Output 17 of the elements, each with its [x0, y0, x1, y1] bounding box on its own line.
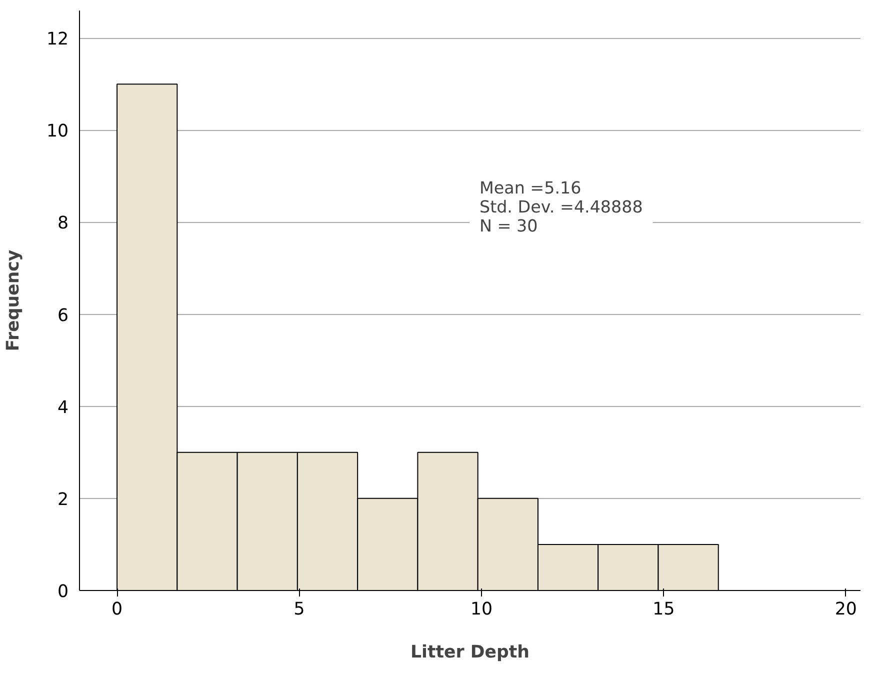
y-tick-label: 6	[57, 306, 69, 326]
y-tick-label: 10	[46, 122, 69, 142]
x-tick-label: 0	[112, 600, 123, 620]
x-tick-label: 5	[294, 600, 305, 620]
annotation: Mean =5.16	[480, 178, 582, 198]
y-tick-label: 12	[46, 30, 69, 50]
x-axis-title: Litter Depth	[410, 642, 530, 662]
y-tick-label: 8	[57, 214, 69, 234]
x-tick-label: 15	[652, 600, 675, 620]
x-tick-label: 10	[470, 600, 493, 620]
y-tick-label: 4	[57, 398, 69, 418]
y-tick-label: 2	[57, 490, 69, 510]
x-tick-label: 20	[834, 600, 857, 620]
annotation: Std. Dev. =4.48888	[480, 198, 643, 216]
y-axis-title: Frequency	[3, 250, 24, 352]
annotation: N = 30	[480, 216, 538, 236]
y-tick-label: 0	[57, 582, 69, 602]
